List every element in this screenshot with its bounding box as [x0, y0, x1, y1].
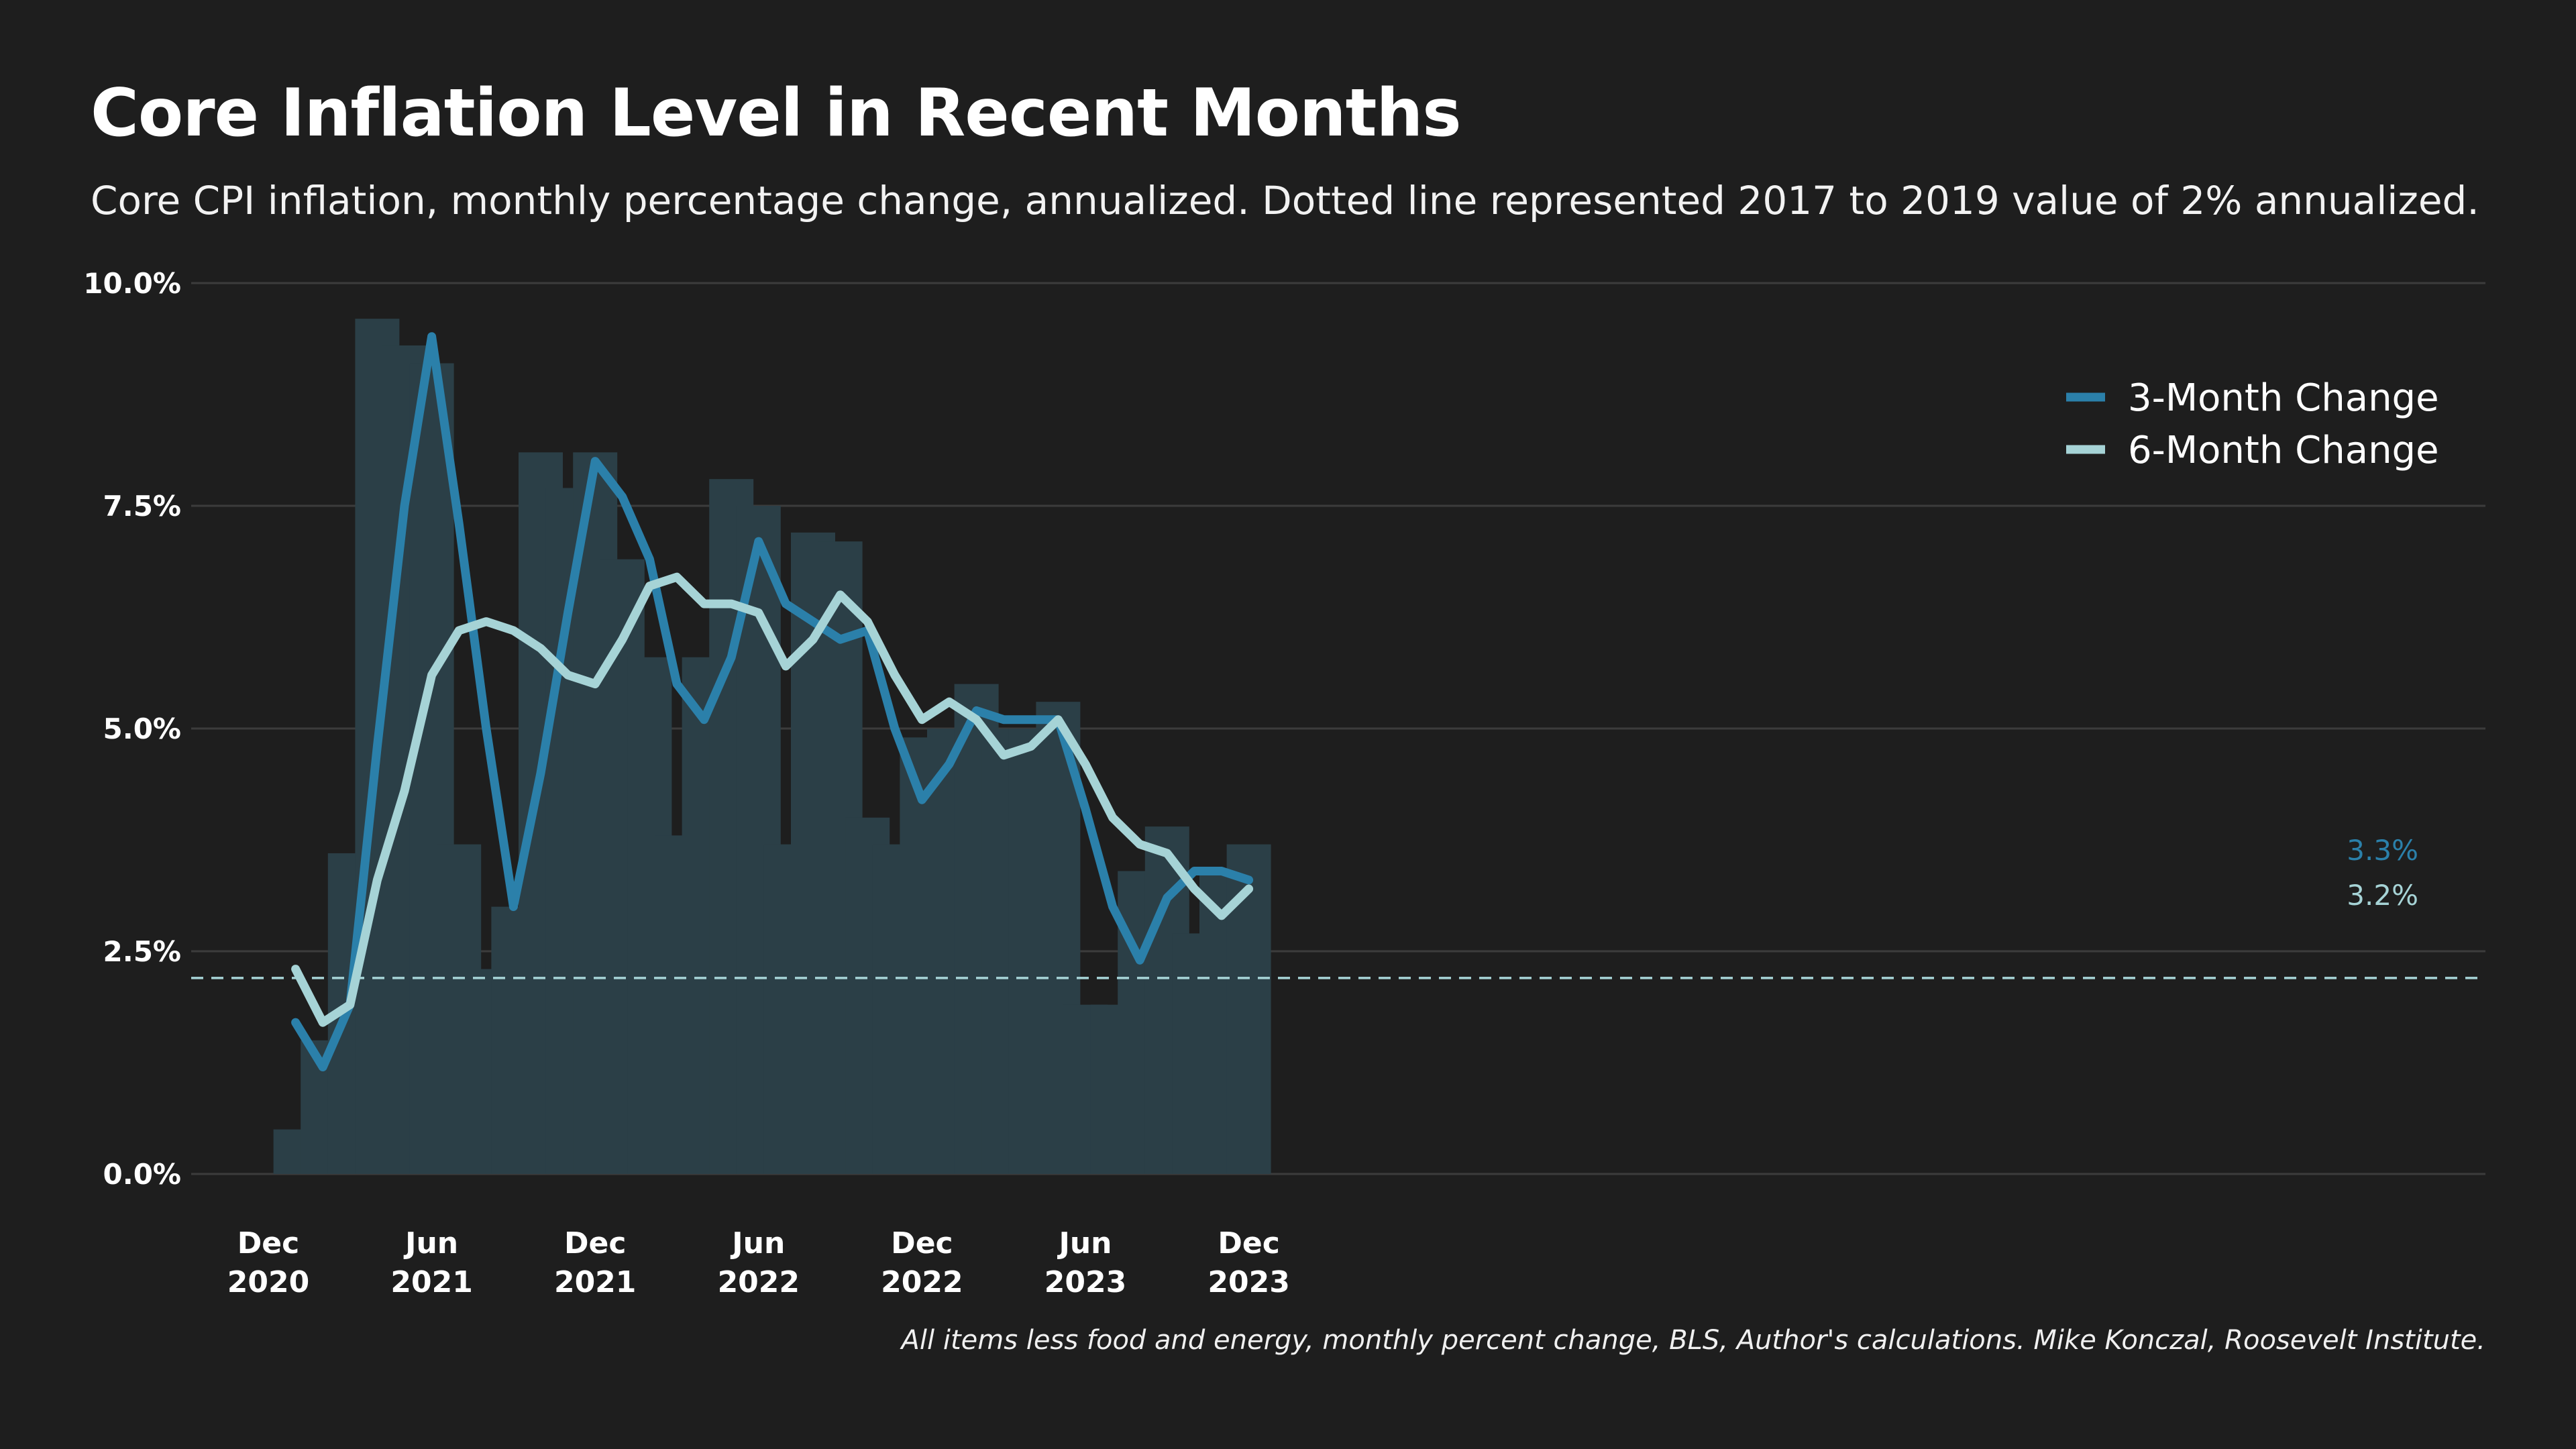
legend-label: 6-Month Change	[2128, 429, 2439, 472]
chart-subtitle: Core CPI inflation, monthly percentage c…	[91, 178, 2479, 223]
x-tick-label: 2023	[1044, 1265, 1126, 1299]
x-tick-label: Jun	[730, 1226, 785, 1260]
y-axis-ticks: 0.0% 2.5% 5.0% 7.5% 10.0%	[83, 267, 181, 1191]
legend: 3-Month Change 6-Month Change	[2066, 376, 2439, 472]
x-tick-label: Dec	[564, 1226, 626, 1260]
chart-title: Core Inflation Level in Recent Months	[91, 75, 1462, 152]
x-tick-label: Jun	[1057, 1226, 1112, 1260]
end-value-label: 3.3%	[2347, 834, 2418, 867]
series-lines	[291, 332, 1254, 1072]
x-tick-label: Dec	[891, 1226, 953, 1260]
x-tick-label: 2022	[718, 1265, 800, 1299]
x-tick-label: 2020	[227, 1265, 309, 1299]
y-tick-label: 2.5%	[103, 935, 181, 968]
end-labels: 3.3% 3.2%	[2347, 834, 2418, 912]
bars	[273, 319, 1271, 1175]
x-tick-label: Jun	[403, 1226, 458, 1260]
x-tick-label: 2021	[390, 1265, 472, 1299]
source-note: All items less food and energy, monthly …	[901, 1325, 2485, 1356]
y-tick-label: 0.0%	[103, 1158, 181, 1191]
series-line-3-month-change	[291, 332, 1254, 1072]
x-tick-label: Dec	[237, 1226, 299, 1260]
x-tick-label: 2021	[554, 1265, 636, 1299]
legend-label: 3-Month Change	[2128, 376, 2439, 420]
x-tick-label: 2023	[1208, 1265, 1289, 1299]
x-tick-label: 2022	[881, 1265, 963, 1299]
end-value-label: 3.2%	[2347, 879, 2418, 912]
y-tick-label: 10.0%	[83, 267, 181, 300]
y-tick-label: 5.0%	[103, 712, 181, 745]
x-axis-ticks: Dec 2020 Jun 2021 Dec 2021 Jun 2022 Dec 2022 Jun 20…	[227, 1226, 1290, 1299]
series-line-6-month-change	[291, 572, 1254, 1027]
y-tick-label: 7.5%	[103, 490, 181, 523]
x-tick-label: Dec	[1218, 1226, 1279, 1260]
